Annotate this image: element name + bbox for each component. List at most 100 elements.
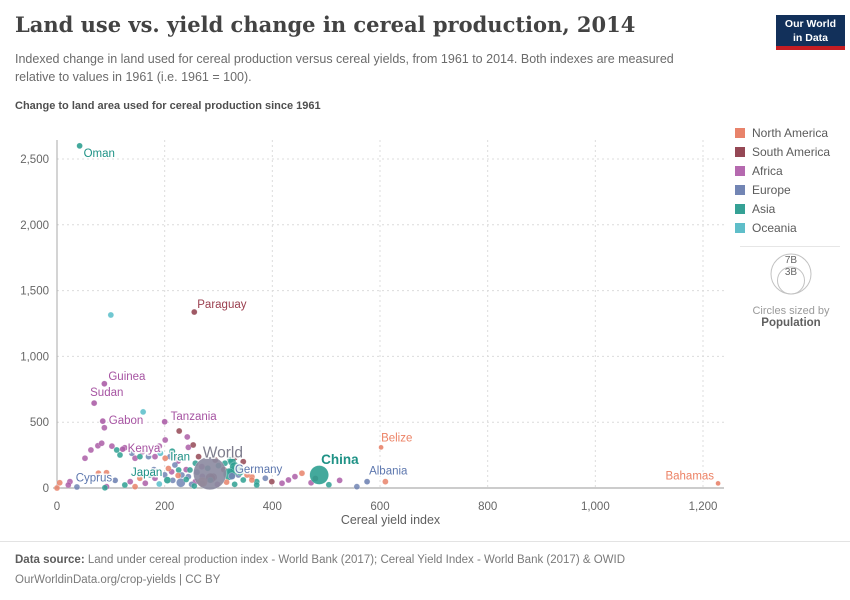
data-point-africa[interactable] <box>98 440 105 447</box>
data-point-europe[interactable] <box>262 475 269 482</box>
y-tick-label: 1,500 <box>20 286 49 298</box>
data-point-oman[interactable] <box>76 142 83 150</box>
data-point-north-america[interactable] <box>174 472 182 479</box>
data-point-africa[interactable] <box>81 455 89 462</box>
footer-source-text: Land under cereal production index - Wor… <box>84 554 626 566</box>
data-point-north-america[interactable] <box>53 484 61 492</box>
data-point-oceania[interactable] <box>156 480 163 488</box>
data-point-africa[interactable] <box>142 480 149 487</box>
owid-logo[interactable]: Our World in Data <box>776 15 845 50</box>
data-point-belize[interactable] <box>378 444 384 451</box>
data-point-south-america[interactable] <box>175 427 183 435</box>
data-point-africa[interactable] <box>336 477 343 484</box>
data-point-africa[interactable] <box>161 436 169 444</box>
continent-legend: North America South America Africa Europe As… <box>735 126 847 240</box>
data-point-asia[interactable] <box>191 482 198 490</box>
point-label-bahamas: Bahamas <box>665 470 714 482</box>
data-point-europe[interactable] <box>128 450 136 457</box>
legend-item-south-america[interactable]: South America <box>735 145 847 159</box>
data-point-oceania[interactable] <box>107 311 115 319</box>
data-point-north-america[interactable] <box>56 479 63 486</box>
data-point-asia[interactable] <box>101 484 109 491</box>
data-point-europe[interactable] <box>73 483 81 491</box>
x-tick-label: 600 <box>370 501 389 513</box>
data-point-asia[interactable] <box>182 476 190 483</box>
data-point-guinea[interactable] <box>101 380 108 388</box>
data-point-africa[interactable] <box>151 453 159 460</box>
point-label-albania: Albania <box>369 466 408 478</box>
data-point-europe[interactable] <box>145 453 152 460</box>
data-point-africa[interactable] <box>184 433 191 441</box>
data-point-europe[interactable] <box>176 477 186 488</box>
data-point-north-america[interactable] <box>382 478 389 485</box>
data-point-africa[interactable] <box>185 444 192 451</box>
data-point-africa[interactable] <box>278 480 286 487</box>
data-point-gabon[interactable] <box>99 417 107 425</box>
data-point-albania[interactable] <box>363 478 371 485</box>
data-point-tanzania[interactable] <box>161 418 168 426</box>
data-point-asia[interactable] <box>186 466 194 474</box>
data-point-south-america[interactable] <box>195 453 202 460</box>
size-legend-caption-bold: Population <box>761 317 821 329</box>
legend-item-europe[interactable]: Europe <box>735 183 847 197</box>
data-point-sudan[interactable] <box>90 399 98 407</box>
data-point-bahamas[interactable] <box>715 480 721 487</box>
data-point-asia[interactable] <box>175 466 182 474</box>
data-point-asia[interactable] <box>146 471 154 479</box>
data-point-oceania[interactable] <box>157 450 164 457</box>
legend-item-africa[interactable]: Africa <box>735 164 847 178</box>
data-point-china[interactable] <box>309 465 329 485</box>
legend-label: Oceania <box>752 221 797 235</box>
legend-item-oceania[interactable]: Oceania <box>735 221 847 235</box>
data-point-africa[interactable] <box>87 446 95 454</box>
data-point-africa[interactable] <box>285 476 292 484</box>
legend-item-north-america[interactable]: North America <box>735 126 847 140</box>
data-point-kenya[interactable] <box>119 445 126 453</box>
data-point-asia[interactable] <box>253 481 260 489</box>
data-point-africa[interactable] <box>139 448 146 455</box>
data-point-oceania[interactable] <box>139 408 147 416</box>
data-point-asia[interactable] <box>240 476 247 484</box>
data-point-africa[interactable] <box>65 481 72 489</box>
data-point-north-america[interactable] <box>136 475 144 482</box>
data-point-germany[interactable] <box>228 472 236 480</box>
data-point-north-america[interactable] <box>131 483 139 490</box>
data-point-europe[interactable] <box>353 483 361 490</box>
data-point-north-america[interactable] <box>95 470 102 477</box>
data-point-north-america[interactable] <box>161 455 169 462</box>
data-point-north-america[interactable] <box>103 469 110 476</box>
data-point-paraguay[interactable] <box>191 308 198 316</box>
data-point-asia[interactable] <box>116 451 124 459</box>
data-point-asia[interactable] <box>136 453 144 460</box>
point-label-germany: Germany <box>235 464 283 476</box>
data-point-africa[interactable] <box>156 442 163 450</box>
data-point-africa[interactable] <box>126 478 134 485</box>
data-point-north-america[interactable] <box>165 465 172 472</box>
data-point-japan[interactable] <box>163 476 172 484</box>
data-point-europe[interactable] <box>171 461 179 469</box>
data-point-asia[interactable] <box>325 481 333 488</box>
data-point-world[interactable] <box>193 456 227 491</box>
data-point-south-america[interactable] <box>240 458 247 465</box>
data-point-cyprus[interactable] <box>111 477 119 484</box>
x-axis-title: Cereal yield index <box>341 513 441 527</box>
data-point-africa[interactable] <box>151 475 159 482</box>
data-point-north-america[interactable] <box>248 476 256 484</box>
data-point-africa[interactable] <box>108 442 116 450</box>
data-point-south-america[interactable] <box>268 478 276 485</box>
size-legend-big-label: 7B <box>785 255 798 266</box>
data-point-asia[interactable] <box>236 469 244 477</box>
data-point-europe[interactable] <box>150 466 158 473</box>
footer-link[interactable]: OurWorldinData.org/crop-yields <box>15 574 176 587</box>
data-point-iran[interactable] <box>168 447 176 455</box>
data-point-asia[interactable] <box>231 481 238 488</box>
data-point-north-america[interactable] <box>298 470 306 477</box>
data-point-north-america[interactable] <box>243 471 251 479</box>
data-point-asia[interactable] <box>121 481 129 489</box>
data-point-south-america[interactable] <box>189 441 197 449</box>
data-point-africa[interactable] <box>101 424 108 431</box>
data-point-south-america[interactable] <box>173 453 181 460</box>
data-point-africa[interactable] <box>291 473 299 480</box>
legend-item-asia[interactable]: Asia <box>735 202 847 216</box>
